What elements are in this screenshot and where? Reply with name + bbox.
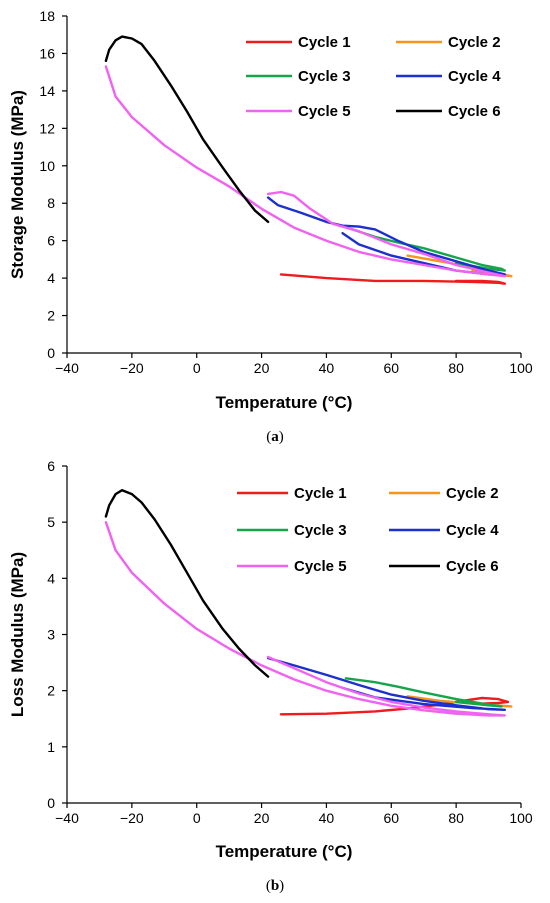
series-line-cycle-4 [266,196,506,276]
y-axis-label: Storage Modulus (MPa) [8,90,27,279]
x-tick-label: 80 [448,360,464,376]
panel-caption: (b) [266,878,284,894]
legend-entry-label: Cycle 4 [446,522,499,539]
x-tick-label: 100 [509,810,533,826]
x-tick-label: 20 [254,810,270,826]
x-tick-label: 20 [254,360,270,376]
x-tick-label: 100 [509,360,533,376]
x-tick-label: −40 [55,810,79,826]
y-tick-label: 4 [47,270,55,286]
y-tick-label: 18 [39,8,55,24]
y-tick-label: 5 [47,514,55,530]
x-axis-label: Temperature (°C) [216,393,353,412]
x-tick-label: 40 [319,360,335,376]
x-tick-label: 80 [448,810,464,826]
series-line-cycle-6 [104,489,270,678]
legend-entry-label: Cycle 5 [298,103,351,120]
legend-entry-label: Cycle 2 [448,34,501,51]
x-tick-label: 60 [383,360,399,376]
y-tick-label: 4 [47,570,55,586]
y-tick-label: 2 [47,308,55,324]
series-line-cycle-3 [351,228,506,272]
x-tick-label: 0 [193,810,201,826]
x-tick-label: 60 [383,810,399,826]
y-tick-label: 6 [47,458,55,474]
series-line-cycle-3 [344,677,503,708]
x-tick-label: 0 [193,360,201,376]
y-tick-label: 0 [47,345,55,361]
y-tick-label: 8 [47,195,55,211]
legend-entry-label: Cycle 1 [298,34,351,51]
legend-entry-label: Cycle 6 [448,103,501,120]
x-tick-label: −20 [120,810,144,826]
y-tick-label: 6 [47,233,55,249]
chart-panel-b: −40 −20 0 20 40 60 80 100 0 1 2 3 4 5 6 Temperature (°C… [8,458,533,894]
y-tick-label: 16 [39,45,55,61]
series-line-cycle-5 [104,521,506,717]
panel-caption: (a) [266,429,284,445]
y-tick-label: 0 [47,795,55,811]
legend-entry-label: Cycle 4 [448,68,501,85]
y-tick-label: 2 [47,683,55,699]
y-tick-label: 12 [39,120,55,136]
series-line-cycle-1 [279,273,506,285]
legend-entry-label: Cycle 5 [294,558,347,575]
y-tick-label: 14 [39,83,55,99]
legend-entry-label: Cycle 1 [294,485,347,502]
x-tick-label: −20 [120,360,144,376]
y-tick-label: 1 [47,739,55,755]
y-tick-label: 10 [39,158,55,174]
y-axis-label: Loss Modulus (MPa) [8,552,27,717]
legend-entry-label: Cycle 3 [294,522,347,539]
series-line-cycle-6 [104,35,270,224]
series-line-cycle-4 [266,656,506,711]
legend-entry-label: Cycle 3 [298,68,351,85]
x-tick-label: −40 [55,360,79,376]
legend-entry-label: Cycle 2 [446,485,499,502]
legend-entry-label: Cycle 6 [446,558,499,575]
chart-panel-a: −40 −20 0 20 40 60 80 100 0 2 4 6 8 10 12 14 16 18 Tempera… [8,8,533,445]
x-tick-label: 40 [319,810,335,826]
x-axis-label: Temperature (°C) [216,842,353,861]
y-tick-label: 3 [47,627,55,643]
series-line-cycle-5 [104,65,506,278]
